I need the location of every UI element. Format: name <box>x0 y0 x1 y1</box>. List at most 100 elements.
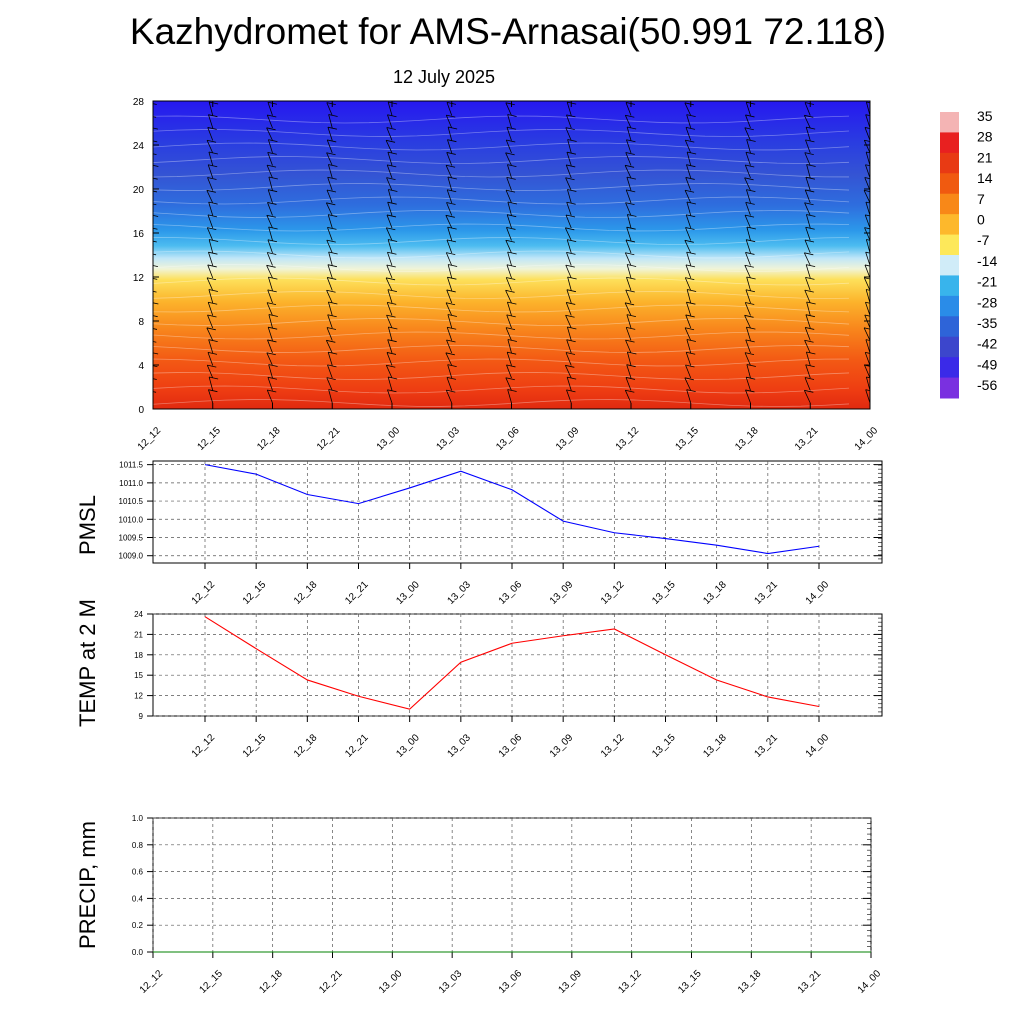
x-tick-label: 13_06 <box>497 968 525 996</box>
wind-barb <box>745 114 751 129</box>
wind-barb-flag <box>386 177 396 181</box>
wind-barb-flag <box>686 114 696 118</box>
wind-barb <box>266 127 273 141</box>
wind-barb-flag <box>207 214 218 218</box>
wind-barb-flag <box>744 177 754 181</box>
wind-barb-flag <box>326 102 336 106</box>
wind-barb <box>804 189 811 204</box>
y-tick-label: 21 <box>134 630 143 639</box>
y-tick-label: 0.0 <box>132 948 144 957</box>
wind-barb-flag <box>448 264 458 267</box>
heatmap-isoline <box>153 399 850 407</box>
wind-barb-flag <box>327 176 337 180</box>
wind-barb-flag <box>507 214 517 218</box>
wind-barb <box>803 390 811 404</box>
wind-barb-flag <box>745 389 755 393</box>
wind-barb <box>625 339 632 354</box>
wind-barb-flag <box>507 114 517 117</box>
wind-barb-flag <box>565 314 575 318</box>
wind-barb <box>506 227 512 241</box>
wind-barb-flag <box>865 339 870 341</box>
wind-barb <box>567 189 572 204</box>
x-tick-label: 12_12 <box>138 968 166 996</box>
x-tick-label: 12_21 <box>343 732 371 760</box>
wind-barb-flag <box>804 152 814 156</box>
wind-barb <box>865 101 870 116</box>
wind-barb <box>864 314 870 329</box>
wind-barb <box>507 114 512 129</box>
wind-barb <box>328 251 333 266</box>
wind-barb <box>386 164 393 179</box>
wind-barb-flag <box>625 252 635 256</box>
wind-barb <box>685 314 692 329</box>
wind-barb <box>864 127 870 141</box>
wind-barb <box>865 201 870 216</box>
wind-barb-flag <box>806 214 816 217</box>
wind-barb <box>446 377 453 391</box>
y-tick-label: 0.2 <box>132 921 144 930</box>
colorbar-label: 35 <box>977 108 993 124</box>
heatmap-x-tick-label: 13_03 <box>434 425 462 453</box>
wind-barb <box>686 201 692 216</box>
wind-barb-flag <box>266 302 277 306</box>
x-tick-label: 13_15 <box>650 732 678 760</box>
wind-barb-flag <box>266 164 277 168</box>
wind-barb-flag <box>268 139 278 143</box>
wind-barb-flag <box>745 151 756 155</box>
wind-barb-flag <box>505 239 515 243</box>
wind-barb <box>208 151 214 166</box>
chart-subtitle: 12 July 2025 <box>392 67 496 87</box>
wind-barb <box>625 239 632 254</box>
wind-barb-flag <box>208 389 218 393</box>
wind-barb <box>804 152 811 166</box>
wind-barb <box>326 139 333 154</box>
wind-barb-flag <box>805 276 815 280</box>
heatmap-isoline <box>153 331 850 340</box>
wind-barb <box>803 115 811 129</box>
wind-barb <box>326 277 333 291</box>
wind-barb <box>626 126 632 141</box>
x-tick-label: 13_18 <box>701 732 729 760</box>
x-tick-label: 13_12 <box>599 732 627 760</box>
wind-barb-flag <box>506 139 516 143</box>
wind-barb <box>267 377 273 391</box>
wind-barb <box>446 289 453 304</box>
x-tick-label: 13_09 <box>557 968 585 996</box>
wind-barb <box>625 377 632 391</box>
wind-barb <box>447 226 453 241</box>
wind-barb <box>153 364 154 366</box>
wind-barb-flag <box>446 152 456 155</box>
wind-barb <box>153 251 154 253</box>
wind-barb-flag <box>805 364 815 368</box>
wind-barb-flag <box>386 227 396 231</box>
wind-barb-flag <box>625 152 635 155</box>
wind-barb <box>624 252 632 266</box>
colorbar-label: -56 <box>977 377 997 393</box>
wind-barb <box>387 202 393 216</box>
wind-barb <box>626 264 632 279</box>
wind-barb-flag <box>804 239 815 243</box>
wind-barb <box>686 114 692 129</box>
wind-barb <box>446 327 453 341</box>
wind-barb <box>624 302 632 316</box>
wind-barb-flag <box>386 127 396 130</box>
wind-barb <box>566 289 572 304</box>
line-panel-frame <box>152 613 883 717</box>
wind-barb <box>566 339 572 354</box>
wind-barb <box>744 352 751 366</box>
wind-barb-flag <box>506 264 517 268</box>
heatmap-isoline <box>153 250 850 259</box>
wind-barb <box>505 327 512 341</box>
wind-barb-flag <box>744 127 754 131</box>
wind-barb <box>153 139 154 141</box>
heatmap-x-tick-label: 13_09 <box>554 425 582 453</box>
wind-barb <box>625 327 632 341</box>
wind-barb <box>566 152 572 166</box>
wind-barb <box>865 239 870 254</box>
wind-barb <box>684 190 692 204</box>
wind-barb-flag <box>268 314 278 317</box>
wind-barb-flag <box>806 264 816 268</box>
wind-barb <box>566 252 572 266</box>
wind-barb <box>446 339 453 354</box>
wind-barb-flag <box>687 289 697 292</box>
